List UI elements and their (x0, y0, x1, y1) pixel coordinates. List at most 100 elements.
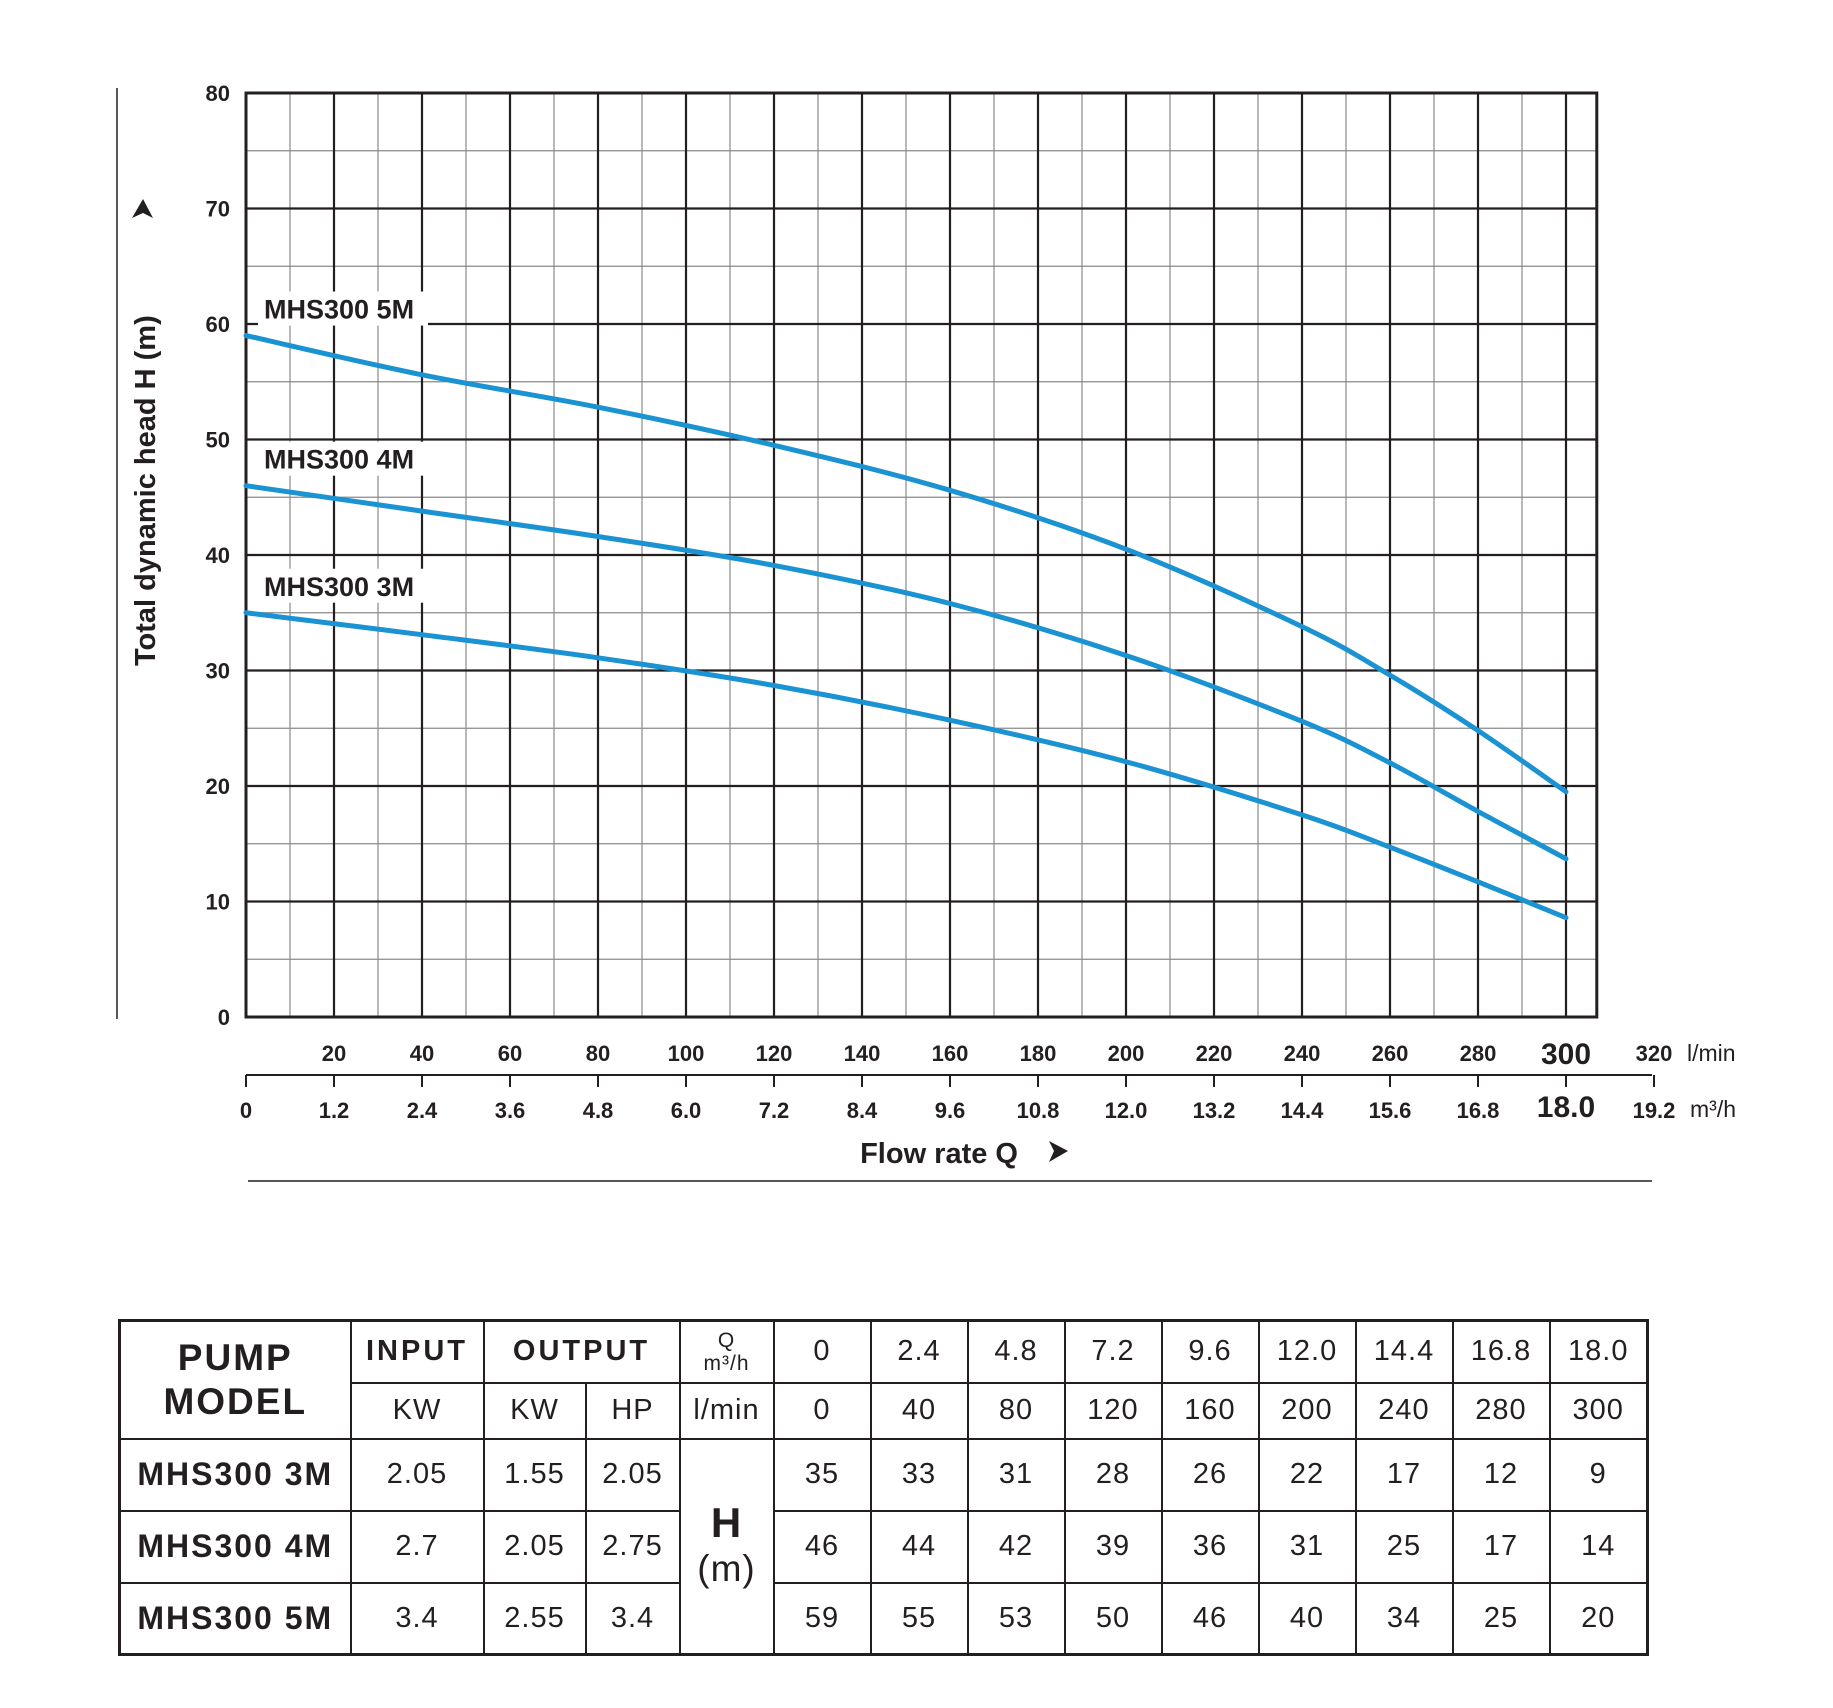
output-hp-cell: 3.4 (584, 1581, 681, 1656)
pump-performance-chart: 0 10 20 30 40 50 60 70 80 20 40 60 80 100 120 140 160 18… (116, 81, 1736, 1182)
q-lmin-cell: 160 (1160, 1381, 1260, 1440)
x-tick-label-m3h: 12.0 (1105, 1098, 1148, 1123)
head-cell: 31 (966, 1437, 1066, 1512)
input-kw-header: KW (349, 1381, 485, 1440)
model-name-cell: MHS300 4M (118, 1509, 352, 1584)
head-cell: 42 (966, 1509, 1066, 1584)
x-axis-title-group: Flow rate Q (860, 1138, 1068, 1170)
x-tick-label-lmin: 40 (410, 1041, 434, 1066)
output-header: OUTPUT (482, 1319, 681, 1384)
x-tick-label-m3h: 0 (240, 1098, 252, 1123)
q-m3h-cell: 0 (772, 1319, 872, 1384)
head-cell: 59 (772, 1581, 872, 1656)
head-cell: 31 (1257, 1509, 1357, 1584)
head-cell: 9 (1548, 1437, 1649, 1512)
q-lmin-cell: 240 (1354, 1381, 1454, 1440)
x-tick-label-m3h: 3.6 (495, 1098, 526, 1123)
table-header-row-1: PUMP MODEL INPUT OUTPUT Q m³/h 0 2.4 4.8… (118, 1319, 1649, 1440)
q-m3h-cell: 18.0 (1548, 1319, 1649, 1384)
performance-curve (243, 333, 1569, 795)
x-tick-labels-lmin: 20 40 60 80 100 120 140 160 180 200 220 240 260 280 30… (322, 1038, 1673, 1071)
arrow-right-icon (1049, 1141, 1068, 1162)
y-tick-label: 50 (206, 428, 230, 453)
x-unit-lmin: l/min (1687, 1040, 1736, 1066)
x-tick-label-lmin: 200 (1108, 1041, 1145, 1066)
q-lmin-cell: 200 (1257, 1381, 1357, 1440)
pump-model-header-line1: PUMP (177, 1336, 293, 1378)
x-tick-label-m3h: 16.8 (1457, 1098, 1500, 1123)
x-tick-label-lmin: 180 (1020, 1041, 1057, 1066)
table-row: MHS300 3M 2.05 1.55 2.05 H (m) 35 33 31 … (118, 1437, 1649, 1656)
q-m3h-cell: 2.4 (869, 1319, 969, 1384)
table-row: MHS300 5M 3.4 2.55 3.4 59 55 53 50 46 40… (118, 1581, 1649, 1656)
input-header: INPUT (349, 1319, 485, 1384)
curve-label: MHS300 5M (264, 295, 414, 325)
head-cell: 36 (1160, 1509, 1260, 1584)
q-m3h-cell: 9.6 (1160, 1319, 1260, 1384)
input-kw-cell: 2.7 (349, 1509, 485, 1584)
input-kw-cell: 3.4 (349, 1581, 485, 1656)
head-cell: 44 (869, 1509, 969, 1584)
table-header-row-2: KW KW HP l/min 0 40 80 120 160 200 240 2… (120, 1381, 1649, 1440)
performance-curve (243, 483, 1569, 862)
y-tick-label: 40 (206, 543, 230, 568)
y-tick-label: 60 (206, 312, 230, 337)
head-cell: 55 (869, 1581, 969, 1656)
x-tick-label-m3h: 13.2 (1193, 1098, 1236, 1123)
head-cell: 46 (1160, 1581, 1260, 1656)
x-tick-label-m3h: 9.6 (935, 1098, 966, 1123)
table-row: MHS300 4M 2.7 2.05 2.75 46 44 42 39 36 3… (118, 1509, 1649, 1584)
x-tick-label-m3h: 14.4 (1281, 1098, 1325, 1123)
x-tick-label-lmin: 140 (844, 1041, 881, 1066)
pump-data-table: PUMP MODEL INPUT OUTPUT Q m³/h 0 2.4 4.8… (118, 1319, 1649, 1656)
x-tick-label-m3h: 19.2 (1633, 1098, 1676, 1123)
head-cell: 20 (1548, 1581, 1649, 1656)
h-unit: (m) (697, 1548, 756, 1590)
y-axis-title: Total dynamic head H (m) (130, 315, 162, 666)
head-cell: 34 (1354, 1581, 1454, 1656)
q-m3h-cell: 14.4 (1354, 1319, 1454, 1384)
performance-curves (243, 333, 1569, 921)
curve-label: MHS300 4M (264, 445, 414, 475)
q-lmin-cell: 80 (966, 1381, 1066, 1440)
q-unit: m³/h (703, 1351, 750, 1375)
model-name-cell: MHS300 5M (118, 1581, 352, 1656)
x-tick-label-lmin: 280 (1460, 1041, 1497, 1066)
head-cell: 14 (1548, 1509, 1649, 1584)
x-tick-label-m3h: 18.0 (1537, 1091, 1595, 1124)
x-unit-m3h: m³/h (1690, 1096, 1736, 1122)
major-grid (246, 93, 1597, 1017)
x-axis-title: Flow rate Q (860, 1138, 1018, 1170)
head-cell: 25 (1354, 1509, 1454, 1584)
plot-frame (244, 91, 1599, 1019)
head-cell: 17 (1451, 1509, 1551, 1584)
x-tick-label-lmin: 240 (1284, 1041, 1321, 1066)
x-axis-m3h-tick-marks (245, 1075, 1655, 1087)
pump-model-header: PUMP MODEL (118, 1319, 352, 1440)
x-tick-label-m3h: 7.2 (759, 1098, 790, 1123)
y-tick-label: 10 (206, 890, 230, 915)
q-m3h-cell: 4.8 (966, 1319, 1066, 1384)
arrow-up-icon (132, 199, 153, 218)
h-letter: H (710, 1499, 743, 1547)
head-cell: 50 (1063, 1581, 1163, 1656)
output-kw-cell: 1.55 (482, 1437, 587, 1512)
q-lmin-cell: 40 (869, 1381, 969, 1440)
curve-label: MHS300 3M (264, 572, 414, 602)
q-lmin-cell: 0 (772, 1381, 872, 1440)
x-tick-label-lmin: 20 (322, 1041, 346, 1066)
head-cell: 26 (1160, 1437, 1260, 1512)
head-cell: 46 (772, 1509, 872, 1584)
output-hp-cell: 2.05 (584, 1437, 681, 1512)
x-tick-label-lmin: 100 (668, 1041, 705, 1066)
x-tick-label-m3h: 2.4 (407, 1098, 438, 1123)
head-cell: 12 (1451, 1437, 1551, 1512)
y-tick-label: 30 (206, 659, 230, 684)
y-axis-title-group: Total dynamic head H (m) (130, 199, 162, 666)
curve-label-background (258, 568, 428, 603)
head-cell: 39 (1063, 1509, 1163, 1584)
y-tick-labels: 0 10 20 30 40 50 60 70 80 (206, 81, 230, 1030)
head-cell: 28 (1063, 1437, 1163, 1512)
q-lmin-cell: 120 (1063, 1381, 1163, 1440)
y-tick-label: 80 (206, 81, 230, 106)
